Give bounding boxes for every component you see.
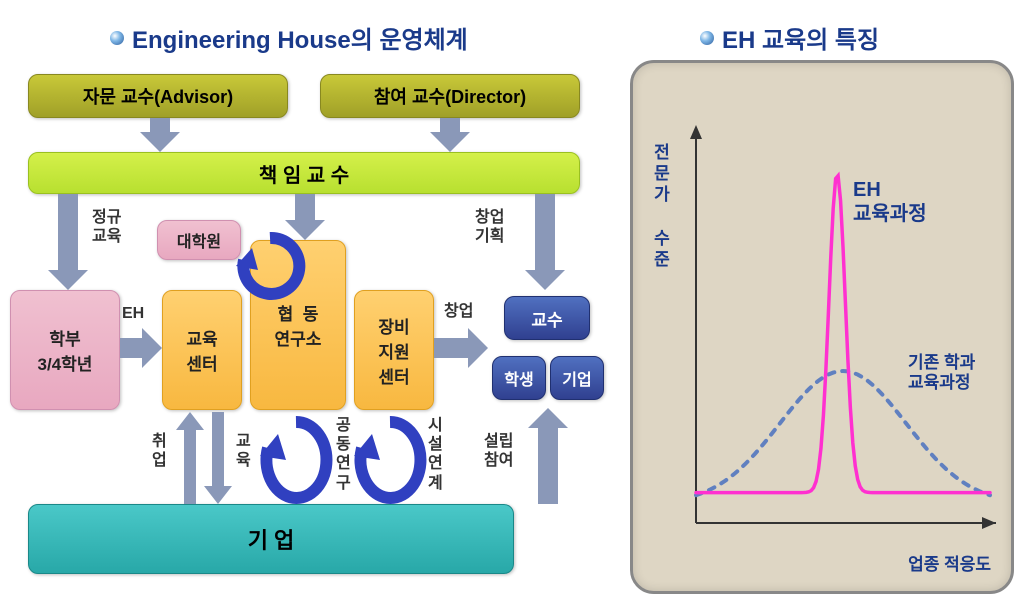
eh-label: EH xyxy=(122,304,144,323)
chief-label: 책 임 교 수 xyxy=(259,159,349,188)
cycle-arrow-right xyxy=(350,412,430,506)
startup-label: 창업 xyxy=(444,302,473,321)
arrow-advisor-down xyxy=(140,118,180,152)
chart-svg xyxy=(688,123,998,553)
undergrad-box: 학부 3/4학년 xyxy=(10,290,120,410)
undergrad-label: 학부 3/4학년 xyxy=(38,325,93,375)
cycle-arrow-left xyxy=(256,412,336,506)
establish-label: 설립 참여 xyxy=(484,432,513,470)
existing-curve-label: 기존 학과 교육과정 xyxy=(908,353,975,394)
advisor-label: 자문 교수(Advisor) xyxy=(83,83,233,109)
equip-center-box: 장비 지원 센터 xyxy=(354,290,434,410)
arrow-director-down xyxy=(430,118,470,152)
y-axis-label: 전문가 수준 xyxy=(649,143,669,271)
director-box: 참여 교수(Director) xyxy=(320,74,580,118)
corp-label: 기 업 xyxy=(248,523,295,555)
joint-research-label: 공 동 연 구 xyxy=(336,416,351,493)
company-box: 기업 xyxy=(550,356,604,400)
employ-label: 취 업 xyxy=(152,432,167,470)
edu-center-label: 교육 센터 xyxy=(186,325,217,375)
facility-label: 시 설 연 계 xyxy=(428,416,443,493)
chart-area xyxy=(688,123,998,553)
professor-box: 교수 xyxy=(504,296,590,340)
right-title: EH 교육의 특징 xyxy=(700,20,879,55)
student-box: 학생 xyxy=(492,356,546,400)
eh-curve-label: EH 교육과정 xyxy=(853,178,927,226)
startup-plan-label: 창업 기획 xyxy=(475,208,504,246)
arrow-employ-edu xyxy=(174,412,234,504)
reg-edu-label: 정규 교육 xyxy=(92,208,121,246)
advisor-box: 자문 교수(Advisor) xyxy=(28,74,288,118)
right-title-text: EH 교육의 특징 xyxy=(722,20,879,55)
arrow-chief-right-down xyxy=(525,194,565,290)
corp-box: 기 업 xyxy=(28,504,514,574)
director-label: 참여 교수(Director) xyxy=(374,83,526,109)
student-label: 학생 xyxy=(504,366,533,390)
right-chart-panel: 전문가 수준 업종 적응도 EH 교육과정 기존 학과 교육과정 xyxy=(630,60,1014,594)
arrow-eh-right xyxy=(120,328,162,368)
arrow-to-startup xyxy=(434,328,488,368)
gradschool-box: 대학원 xyxy=(157,220,241,260)
equip-center-label: 장비 지원 센터 xyxy=(378,313,409,388)
left-title: Engineering House의 운영체계 xyxy=(110,20,468,55)
bullet-icon xyxy=(110,31,124,45)
company-label: 기업 xyxy=(562,366,591,390)
left-title-text: Engineering House의 운영체계 xyxy=(132,20,468,55)
x-axis-label: 업종 적응도 xyxy=(908,555,991,575)
gradschool-label: 대학원 xyxy=(177,228,221,252)
edu-label: 교 육 xyxy=(236,432,251,470)
bullet-icon xyxy=(700,31,714,45)
arrow-chief-left-down xyxy=(48,194,88,290)
cycle-arrow-top xyxy=(230,230,310,310)
professor-label: 교수 xyxy=(531,306,562,331)
arrow-establish-up xyxy=(528,408,568,504)
chief-box: 책 임 교 수 xyxy=(28,152,580,194)
